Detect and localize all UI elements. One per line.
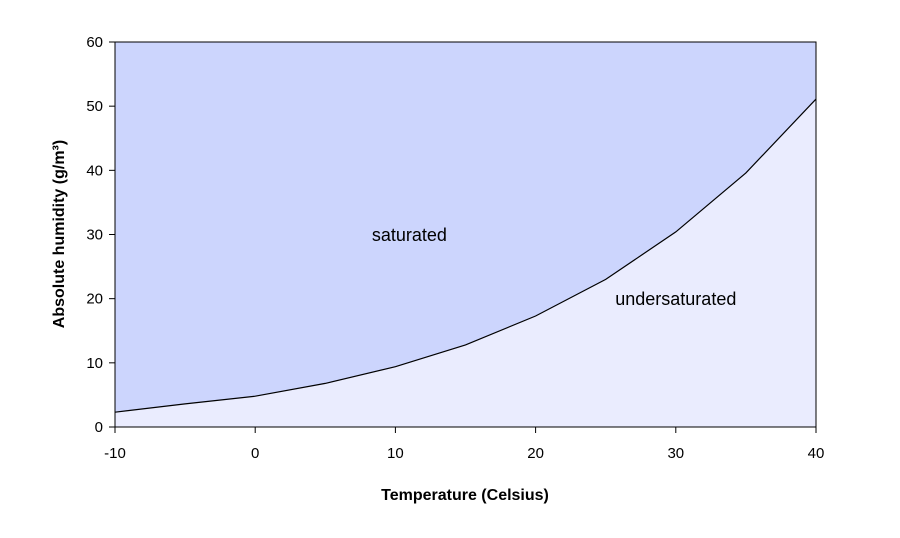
y-tick-label: 40 [86, 162, 103, 179]
y-tick-label: 10 [86, 355, 103, 372]
y-axis-ticks: 0 10 20 30 40 50 60 [86, 34, 115, 436]
y-tick-label: 50 [86, 98, 103, 115]
x-tick-label: 40 [808, 445, 825, 462]
x-axis-title: Temperature (Celsius) [381, 487, 549, 504]
x-tick-label: -10 [104, 445, 126, 462]
region-label-undersaturated: undersaturated [615, 289, 736, 309]
y-tick-label: 30 [86, 227, 103, 244]
x-tick-label: 10 [387, 445, 404, 462]
plot-area [114, 41, 817, 428]
x-axis-ticks: -10 0 10 20 30 40 [104, 427, 824, 462]
y-tick-label: 60 [86, 34, 103, 51]
saturation-curve [114, 98, 817, 413]
undersaturated-region [115, 99, 816, 427]
x-tick-label: 20 [527, 445, 544, 462]
x-tick-label: 30 [667, 445, 684, 462]
y-tick-label: 20 [86, 291, 103, 308]
x-tick-label: 0 [251, 445, 259, 462]
region-label-saturated: saturated [372, 225, 447, 245]
saturated-region [115, 42, 816, 413]
y-tick-label: 0 [95, 419, 103, 436]
y-axis-title: Absolute humidity (g/m³) [51, 140, 68, 328]
